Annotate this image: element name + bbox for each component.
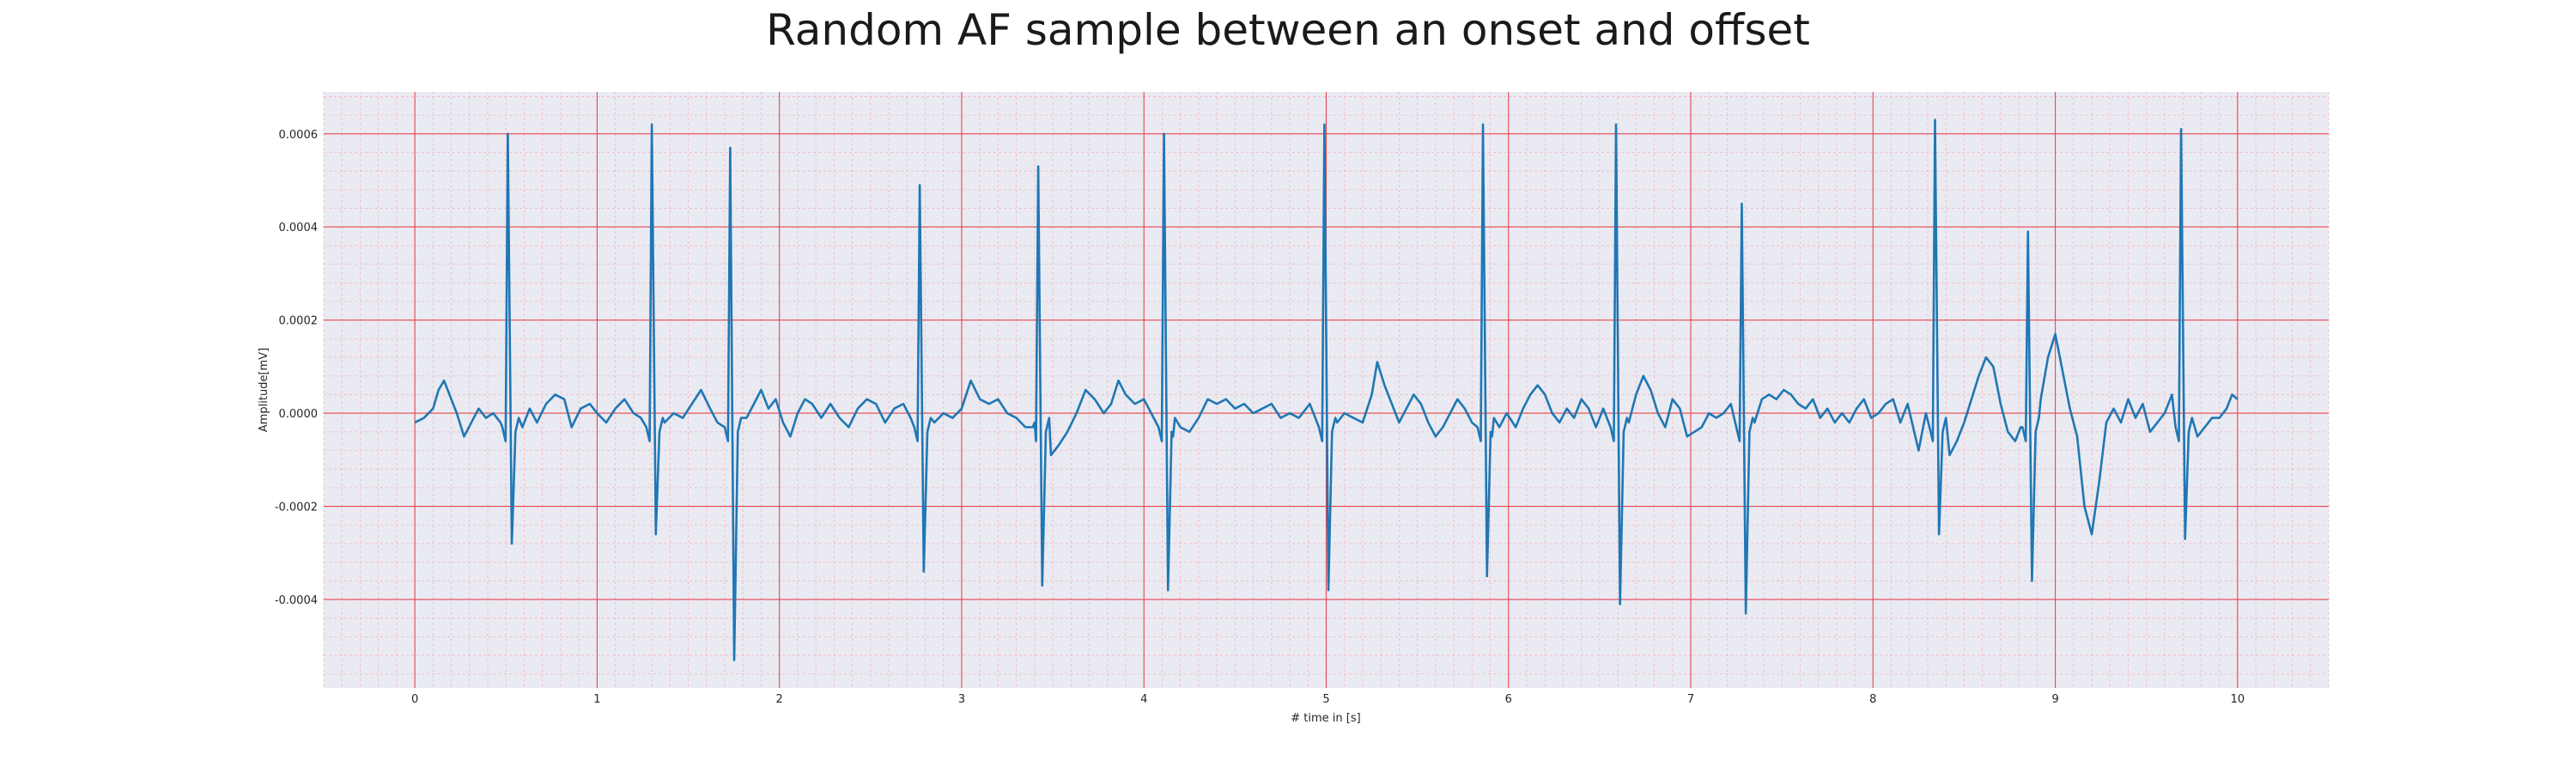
y-tick-label: 0.0004 [279,222,319,234]
x-tick-label: 1 [593,693,600,706]
x-tick-label: 7 [1687,693,1694,706]
chart-title: Random AF sample between an onset and of… [766,5,1810,55]
ecg-series-line [414,119,2239,661]
y-tick-label: -0.0002 [275,502,318,514]
x-axis-ticks: 0 1 2 3 4 5 6 7 8 9 10 [411,693,2245,706]
y-tick-label: -0.0004 [275,594,318,607]
y-axis-label: Amplitude[mV] [258,348,270,432]
minor-grid [323,92,2330,688]
x-tick-label: 3 [958,693,965,706]
x-tick-label: 0 [411,693,418,706]
y-tick-label: 0.0002 [279,315,319,328]
x-tick-label: 5 [1322,693,1329,706]
x-tick-label: 10 [2231,693,2245,706]
y-tick-label: 0.0006 [279,129,319,142]
x-tick-label: 9 [2051,693,2058,706]
x-tick-label: 8 [1869,693,1876,706]
x-tick-label: 6 [1505,693,1512,706]
y-axis-ticks: -0.0004 -0.0002 0.0000 0.0002 0.0004 0.0006 [275,129,318,607]
x-axis-label: # time in [s] [1291,712,1360,725]
x-tick-label: 4 [1140,693,1147,706]
x-tick-label: 2 [776,693,783,706]
y-tick-label: 0.0000 [279,408,319,421]
